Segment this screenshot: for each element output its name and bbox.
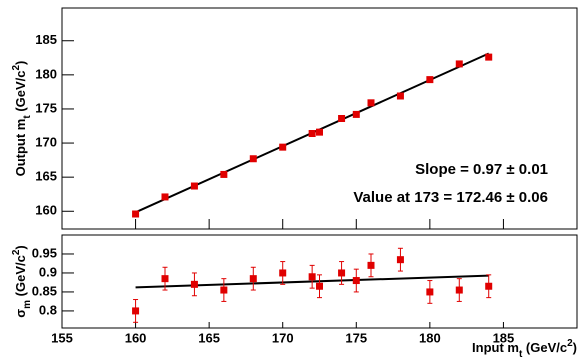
point bbox=[132, 210, 140, 218]
point bbox=[316, 282, 323, 290]
point bbox=[316, 128, 323, 136]
x-tick-label: 180 bbox=[419, 330, 441, 345]
y-tick-label: 180 bbox=[35, 66, 57, 81]
point bbox=[220, 286, 228, 294]
point bbox=[352, 110, 360, 118]
x-axis-label: Input mt (GeV/c2) bbox=[472, 338, 577, 358]
annotation: Slope = 0.97 ± 0.01 bbox=[415, 161, 548, 178]
x-axis-label-part: ) bbox=[573, 340, 577, 355]
y-tick-label: 0.85 bbox=[32, 283, 57, 298]
plot-frame bbox=[61, 234, 578, 329]
y-axis-label: σm (GeV/c2) bbox=[11, 245, 33, 318]
point bbox=[190, 280, 198, 288]
x-axis-label-part: t bbox=[519, 349, 523, 358]
point bbox=[338, 269, 346, 277]
point bbox=[190, 182, 198, 190]
y-axis-label-part: (GeV/c bbox=[13, 71, 28, 116]
x-tick-label: 155 bbox=[51, 330, 73, 345]
x-tick-label: 175 bbox=[345, 330, 367, 345]
point bbox=[426, 288, 434, 296]
x-tick-label: 185 bbox=[493, 330, 515, 345]
y-axis-label: Output mt (GeV/c2) bbox=[11, 61, 33, 177]
point bbox=[279, 269, 287, 277]
point bbox=[367, 261, 375, 269]
point bbox=[249, 275, 257, 283]
y-tick-label: 0.8 bbox=[39, 302, 57, 317]
point bbox=[426, 76, 434, 84]
point bbox=[485, 53, 493, 61]
point bbox=[161, 275, 169, 283]
y-axis-label-part: σ bbox=[13, 309, 28, 318]
point bbox=[132, 307, 140, 315]
y-axis-label-part: Output m bbox=[13, 119, 28, 177]
y-tick-label: 160 bbox=[35, 203, 57, 218]
y-axis-label-part: ) bbox=[13, 245, 28, 249]
point bbox=[220, 170, 228, 178]
plot-frame bbox=[61, 7, 578, 230]
point bbox=[308, 273, 316, 281]
point bbox=[455, 286, 463, 294]
y-axis-label-part: 2 bbox=[11, 249, 22, 255]
point bbox=[455, 60, 463, 68]
point bbox=[352, 277, 360, 285]
x-axis-label-part: Input m bbox=[472, 340, 519, 355]
annotation: Value at 173 = 172.46 ± 0.06 bbox=[353, 189, 548, 206]
y-tick-label: 0.9 bbox=[39, 264, 57, 279]
x-axis-label-part: (GeV/c bbox=[522, 340, 567, 355]
point bbox=[485, 282, 493, 290]
point bbox=[308, 130, 316, 138]
point bbox=[396, 92, 404, 100]
point bbox=[367, 99, 375, 107]
y-axis-label-part: t bbox=[22, 115, 33, 119]
y-axis-label-part: 2 bbox=[11, 65, 22, 71]
point bbox=[249, 155, 257, 163]
point bbox=[338, 115, 346, 122]
point bbox=[279, 143, 287, 151]
x-axis-label-part: 2 bbox=[567, 338, 573, 349]
y-tick-label: 170 bbox=[35, 134, 57, 149]
y-axis-label-part: m bbox=[22, 300, 33, 309]
y-tick-label: 185 bbox=[35, 32, 57, 47]
y-tick-label: 165 bbox=[35, 169, 57, 184]
y-tick-label: 175 bbox=[35, 100, 57, 115]
x-tick-label: 170 bbox=[272, 330, 294, 345]
x-tick-label: 165 bbox=[198, 330, 220, 345]
y-tick-label: 0.95 bbox=[32, 245, 57, 260]
point bbox=[396, 256, 404, 264]
x-tick-label: 160 bbox=[125, 330, 147, 345]
point bbox=[161, 193, 169, 201]
y-axis-label-part: (GeV/c bbox=[13, 255, 28, 300]
y-axis-label-part: ) bbox=[13, 61, 28, 65]
